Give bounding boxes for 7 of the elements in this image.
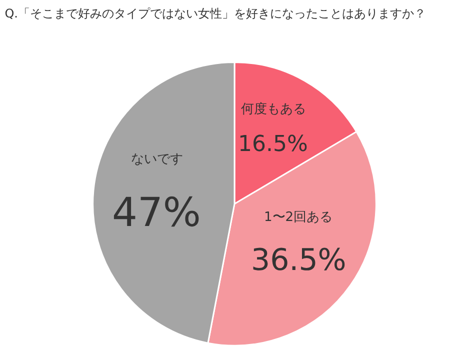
data-label: 47%	[112, 190, 201, 236]
data-label: 36.5%	[251, 243, 346, 278]
slice-label: 1〜2回ある	[264, 210, 333, 225]
data-label: 16.5%	[238, 132, 308, 157]
chart-title: Q.「そこまで好みのタイプではない女性」を好きになったことはありますか？	[4, 6, 426, 20]
slice-label: 何度もある	[241, 101, 306, 117]
slice-label: ないです	[131, 152, 183, 167]
